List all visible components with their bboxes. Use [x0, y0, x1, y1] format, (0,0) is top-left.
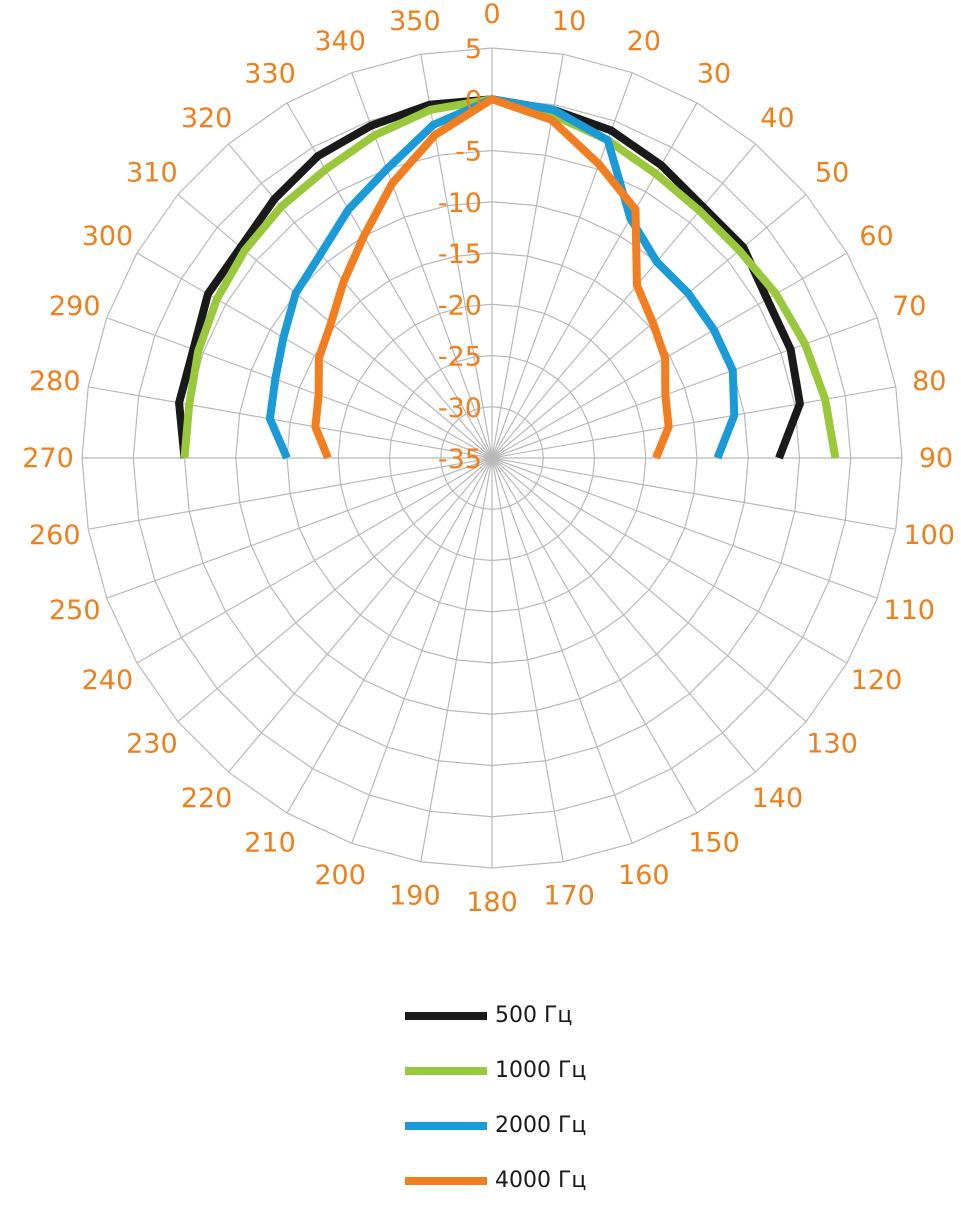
legend-swatch-1000 — [405, 1066, 487, 1075]
radial-tick-label: -20 — [438, 290, 482, 321]
angle-tick-label: 280 — [29, 366, 81, 397]
angle-tick-label: 270 — [22, 443, 74, 474]
angle-tick-label: 300 — [82, 221, 134, 252]
angle-tick-label: 140 — [752, 783, 804, 814]
grid-spoke — [106, 457, 493, 599]
legend-item-2000: 2000 Гц — [405, 1098, 586, 1153]
grid-spoke — [491, 252, 848, 459]
grid-spoke — [491, 143, 756, 459]
radial-tick-label: -15 — [438, 239, 482, 270]
radial-tick-label: -35 — [438, 444, 482, 475]
radial-tick-label: -10 — [438, 188, 482, 219]
angle-tick-label: 70 — [892, 291, 926, 322]
radial-tick-label: -5 — [455, 137, 482, 168]
angle-tick-label: 0 — [483, 0, 500, 30]
angle-tick-label: 80 — [912, 366, 946, 397]
angle-tick-label: 60 — [859, 221, 893, 252]
grid-spoke — [136, 252, 493, 459]
angle-tick-label: 190 — [389, 880, 441, 911]
grid-spoke — [286, 102, 493, 459]
grid-spoke — [106, 317, 493, 459]
grid-spoke — [88, 457, 493, 530]
angle-tick-label: 320 — [181, 103, 233, 134]
legend-label-500: 500 Гц — [495, 1003, 573, 1028]
grid-spoke — [491, 317, 878, 459]
angle-tick-label: 30 — [697, 58, 731, 89]
angle-tick-labels: 0 102030405060708090100110120130140150160… — [22, 0, 955, 918]
radial-tick-label: -30 — [438, 393, 482, 424]
legend-label-1000: 1000 Гц — [495, 1058, 587, 1083]
grid-spoke — [491, 194, 807, 459]
angle-tick-label: 220 — [181, 783, 233, 814]
grid-spoke — [177, 457, 493, 722]
angle-tick-label: 90 — [919, 443, 953, 474]
angle-tick-label: 210 — [244, 828, 296, 859]
legend-swatch-4000 — [405, 1176, 487, 1185]
grid-spoke — [491, 457, 756, 773]
angle-tick-label: 170 — [543, 880, 595, 911]
angle-tick-label: 40 — [760, 103, 794, 134]
grid-spoke — [491, 457, 896, 530]
angle-tick-label: 10 — [552, 6, 586, 37]
series-lines — [175, 94, 840, 460]
angle-tick-label: 20 — [627, 26, 661, 57]
grid-spoke — [491, 457, 878, 599]
legend-label-4000: 4000 Гц — [495, 1168, 587, 1193]
legend-item-1000: 1000 Гц — [405, 1043, 586, 1098]
polar-chart: 50-5-10-15-20-25-30-35 0 1020304050607080… — [22, 0, 955, 918]
grid-spoke — [491, 457, 807, 722]
angle-tick-label: 290 — [49, 291, 101, 322]
series-line-4000-Гц — [311, 94, 673, 460]
angle-tick-label: 240 — [82, 665, 134, 696]
angle-tick-label: 310 — [126, 158, 178, 189]
grid-spoke — [228, 457, 493, 773]
angle-tick-label: 100 — [903, 520, 955, 551]
angle-tick-label: 260 — [29, 520, 81, 551]
angle-tick-label: 350 — [389, 6, 441, 37]
radial-tick-label: -25 — [438, 342, 482, 373]
legend-item-500: 500 Гц — [405, 988, 586, 1043]
grid-spoke — [491, 457, 848, 664]
grid-spoke — [136, 457, 493, 664]
radial-tick-label: 0 — [465, 85, 482, 116]
legend-item-4000: 4000 Гц — [405, 1153, 586, 1208]
grid-spoke — [491, 457, 564, 862]
legend-swatch-2000 — [405, 1121, 487, 1130]
grid-spoke — [177, 194, 493, 459]
angle-tick-label: 250 — [49, 595, 101, 626]
angle-tick-label: 230 — [126, 728, 178, 759]
radial-tick-label: 5 — [465, 34, 482, 65]
grid-spoke — [420, 457, 493, 862]
angle-tick-label: 180 — [466, 887, 518, 918]
grid-spoke — [491, 457, 698, 814]
angle-tick-label: 330 — [244, 58, 296, 89]
legend-swatch-500 — [405, 1011, 487, 1020]
angle-tick-label: 150 — [688, 828, 740, 859]
angle-tick-label: 130 — [806, 728, 858, 759]
grid-spoke — [88, 386, 493, 459]
grid-spoke — [286, 457, 493, 814]
legend: 500 Гц 1000 Гц 2000 Гц 4000 Гц — [405, 988, 586, 1208]
angle-tick-label: 160 — [618, 860, 670, 891]
grid-spoke — [351, 457, 493, 844]
angle-tick-label: 50 — [815, 158, 849, 189]
angle-tick-label: 200 — [314, 860, 366, 891]
legend-label-2000: 2000 Гц — [495, 1113, 587, 1138]
angle-tick-label: 120 — [851, 665, 903, 696]
grid-spoke — [491, 457, 633, 844]
polar-grid — [81, 47, 903, 869]
angle-tick-label: 340 — [314, 26, 366, 57]
angle-tick-label: 110 — [883, 595, 935, 626]
radial-tick-labels: 5 0 -5 -10 -15 -20 -25 -30 -35 — [438, 34, 482, 475]
